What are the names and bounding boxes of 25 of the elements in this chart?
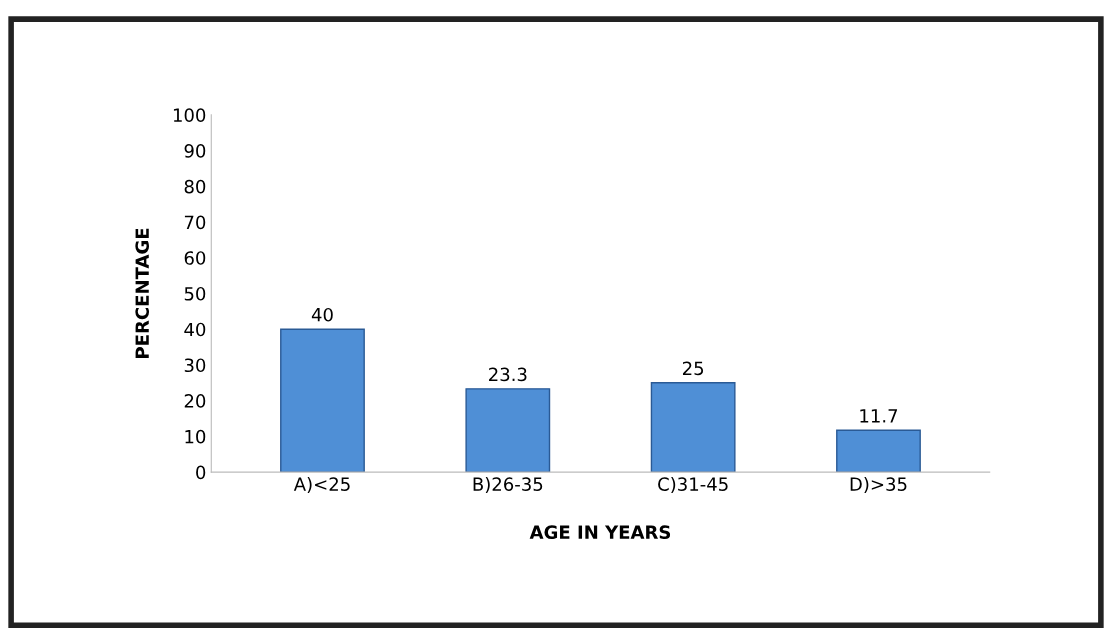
x-axis-title: AGE IN YEARS <box>529 525 671 539</box>
y-tick-label: 10 <box>185 429 206 444</box>
y-tick-label: 60 <box>184 251 206 265</box>
y-tick-label: 40 <box>184 322 206 337</box>
y-tick-label: 80 <box>184 179 206 194</box>
data-label: 40 <box>311 307 333 322</box>
data-label: 23.3 <box>489 367 527 382</box>
y-tick-label: 100 <box>173 108 206 122</box>
y-tick-label: 70 <box>184 215 206 230</box>
x-tick-label: D)>35 <box>850 477 907 494</box>
y-tick-label: 30 <box>184 358 206 373</box>
x-tick-label: B)26-35 <box>473 477 543 494</box>
bar <box>280 328 365 473</box>
y-tick-label: 90 <box>184 144 206 158</box>
x-tick-label: C)31-45 <box>658 477 728 494</box>
y-tick-label: 20 <box>184 394 206 408</box>
y-axis-title: PERCENTAGE <box>135 228 150 358</box>
bar <box>465 388 551 473</box>
y-tick-label: 0 <box>196 465 206 480</box>
data-label: 11.7 <box>860 409 898 423</box>
x-tick-label: A)<25 <box>293 477 350 494</box>
data-label: 25 <box>682 361 704 376</box>
bar <box>650 382 736 473</box>
y-tick-label: 50 <box>184 286 206 301</box>
bar <box>836 429 921 473</box>
